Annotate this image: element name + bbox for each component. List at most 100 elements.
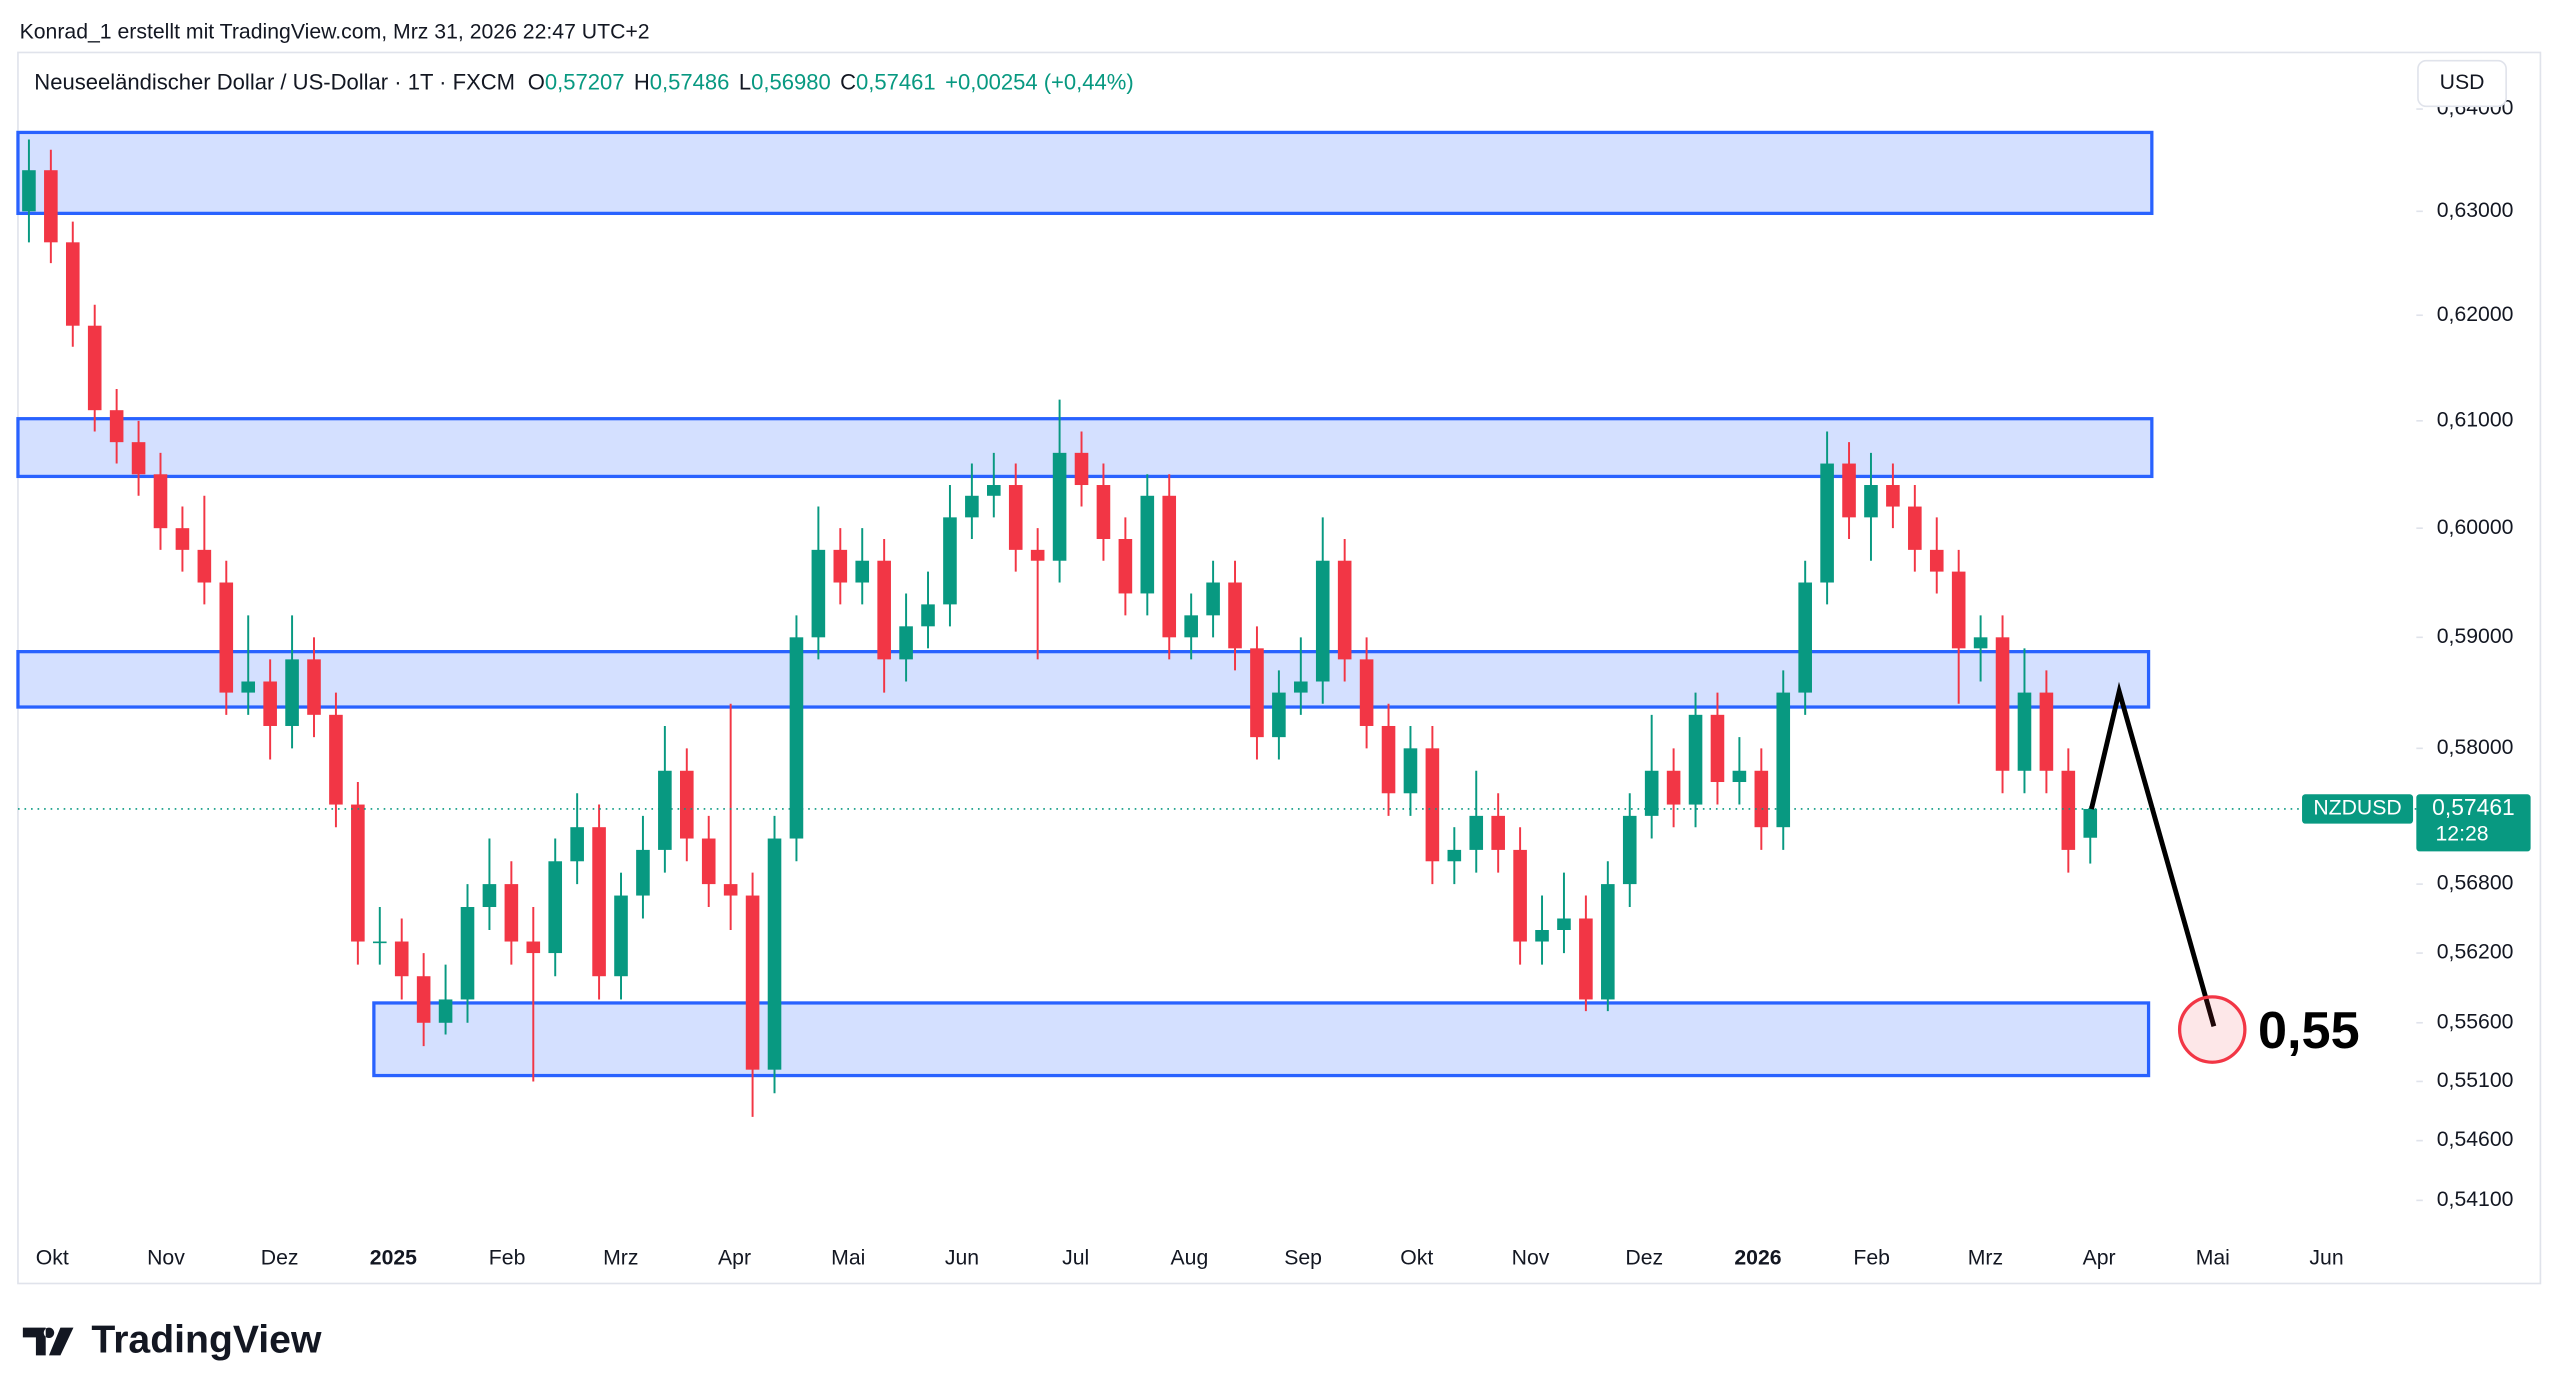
credit: Konrad_1 erstellt mit TradingView.com, M… (20, 20, 650, 43)
brand-name[interactable]: TradingView (91, 1319, 322, 1362)
currency-button-box[interactable] (2417, 59, 2507, 108)
candle-body (877, 560, 891, 660)
x-tick-label: Jul (1062, 1247, 1089, 1270)
candle-body (1513, 849, 1527, 942)
open-key: O (528, 69, 545, 94)
candle-body (1535, 930, 1549, 942)
x-tick-label: Feb (489, 1247, 526, 1270)
candle-body (987, 485, 1001, 496)
candle-body (372, 941, 387, 944)
low-key: L (739, 69, 751, 94)
candle-body (482, 884, 497, 908)
close-key: C (840, 69, 856, 94)
y-tick-label: 0,60000 (2437, 516, 2514, 539)
candle-body (1666, 770, 1681, 805)
candle-body (109, 410, 124, 443)
zone (16, 650, 2151, 709)
candle-body (153, 474, 168, 529)
y-tick-label: 0,55100 (2437, 1069, 2514, 1092)
candle-body (44, 170, 58, 243)
plot-area: 0,640000,630000,620000,610000,600000,590… (16, 97, 2531, 1270)
zone (372, 1001, 2151, 1078)
candle-body (1030, 549, 1045, 561)
candle-body (1228, 582, 1242, 649)
candle-body (416, 976, 431, 1023)
x-tick-label: Dez (261, 1247, 299, 1270)
currency-button[interactable]: USD (2417, 59, 2507, 108)
candle-body (1842, 463, 1856, 518)
candle-body (1008, 485, 1023, 550)
candle-body (1622, 815, 1637, 885)
x-tick-label: Aug (1171, 1247, 1209, 1270)
candle-body (1052, 452, 1067, 561)
open: 0,57207 (545, 69, 625, 94)
candle-body (1557, 918, 1571, 931)
x-tick-label: Nov (1512, 1247, 1550, 1270)
candle-body (307, 659, 321, 715)
x-tick-label: 2025 (370, 1247, 417, 1270)
candle-body (1315, 560, 1330, 682)
candle-body (723, 884, 738, 896)
candle-body (329, 714, 343, 805)
x-tick-label: Okt (1400, 1247, 1433, 1270)
y-tick-label: 0,54100 (2437, 1188, 2514, 1211)
price-label: 0,57461 (2432, 794, 2515, 820)
brand-logo[interactable]: TradingView (22, 1319, 322, 1362)
x-tick-label: Okt (36, 1247, 69, 1270)
candle-body (1403, 748, 1418, 794)
candle-body (636, 849, 650, 896)
candle-body (811, 549, 826, 638)
candle-body (1250, 648, 1264, 738)
candle-body (1491, 815, 1505, 850)
candle-body (285, 659, 299, 726)
y-tick-label: 0,59000 (2437, 625, 2514, 648)
candle-body (1688, 714, 1703, 805)
candle-body (1776, 692, 1791, 828)
candle-body (592, 827, 606, 977)
legend: Neuseeländischer Dollar / US-Dollar · 1T… (34, 69, 1133, 94)
y-tick-label: 0,63000 (2437, 199, 2514, 222)
candle-body (2083, 808, 2098, 838)
projection-line (2089, 681, 2217, 1027)
x-tick-label: Mai (2196, 1247, 2230, 1270)
candle-body (855, 560, 870, 583)
x-tick-label: Mrz (603, 1247, 638, 1270)
candle-body (1162, 495, 1177, 638)
candle-body (131, 442, 146, 475)
candle-body (197, 549, 212, 583)
x-tick-label: Mai (831, 1247, 865, 1270)
candle-body (1820, 463, 1834, 583)
candle-body (1359, 659, 1374, 726)
symbol-box (2302, 794, 2414, 824)
candle-body (614, 895, 628, 977)
candle-body (745, 895, 760, 1070)
candle-body (658, 770, 672, 850)
currency-label[interactable]: USD (2440, 71, 2485, 94)
candle-body (701, 838, 716, 885)
candle-body (438, 999, 453, 1023)
candle-body (87, 325, 102, 411)
candle-body (1754, 770, 1769, 828)
candle-body (1447, 849, 1462, 862)
x-tick-label: Dez (1625, 1247, 1663, 1270)
brand-icon[interactable] (22, 1327, 74, 1356)
candle-body (1469, 815, 1484, 850)
x-tick-label: Jun (2309, 1247, 2343, 1270)
candle-body (504, 884, 519, 942)
candle-body (1644, 770, 1659, 816)
candle-body (1272, 692, 1286, 738)
close: 0,57461 (856, 69, 936, 94)
candle-body (1074, 452, 1089, 486)
x-tick-label: Sep (1284, 1247, 1322, 1270)
candle-body (1710, 714, 1725, 783)
candle-body (1140, 495, 1155, 594)
candle-body (1732, 770, 1747, 783)
candle-body (965, 495, 979, 518)
price-box (2416, 794, 2531, 852)
y-tick-label: 0,61000 (2437, 408, 2514, 431)
candle-body (394, 941, 409, 977)
candle-body (2061, 770, 2076, 850)
candle-body (1579, 918, 1593, 1000)
y-tick-label: 0,58000 (2437, 736, 2514, 759)
candle-body (22, 170, 36, 212)
